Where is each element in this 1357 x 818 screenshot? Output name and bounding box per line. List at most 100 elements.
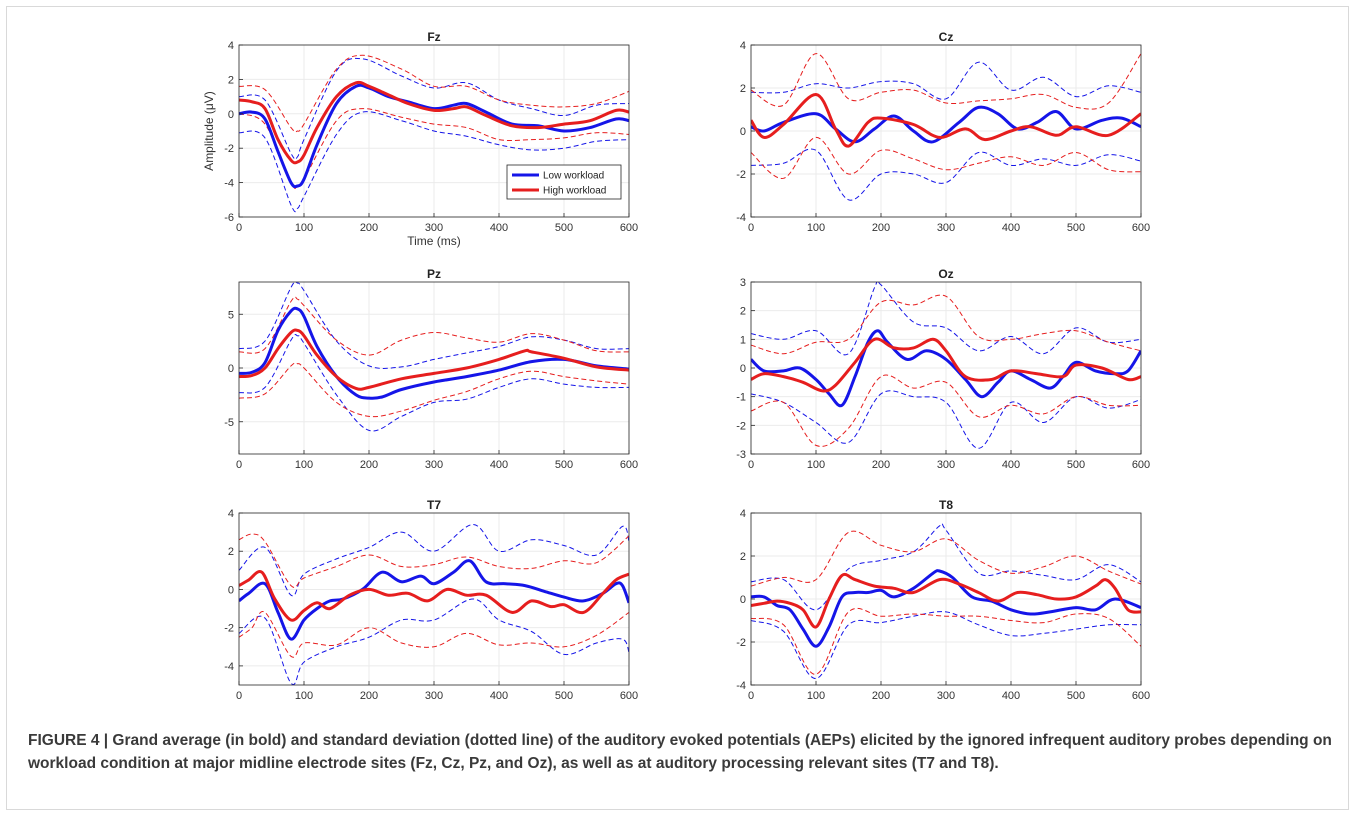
y-tick-label: -4 bbox=[736, 680, 746, 692]
y-tick-label: -1 bbox=[736, 392, 746, 404]
panel-title: Fz bbox=[427, 30, 440, 44]
high-workload-sd-line bbox=[239, 296, 629, 356]
high-workload-mean-line bbox=[239, 328, 629, 391]
y-tick-label: -5 bbox=[224, 417, 234, 429]
panel-title: Cz bbox=[939, 30, 954, 44]
y-tick-label: -4 bbox=[224, 661, 234, 673]
y-tick-label: 4 bbox=[228, 40, 234, 52]
x-tick-label: 0 bbox=[748, 459, 754, 471]
y-tick-label: 2 bbox=[228, 546, 234, 558]
low-workload-sd-line bbox=[751, 61, 1141, 100]
y-tick-label: -2 bbox=[736, 637, 746, 649]
x-axis-label: Time (ms) bbox=[407, 234, 461, 248]
legend-box bbox=[506, 164, 622, 200]
x-tick-label: 300 bbox=[425, 222, 443, 234]
x-tick-label: 500 bbox=[1067, 222, 1085, 234]
panel-title: T7 bbox=[427, 498, 441, 512]
y-tick-label: -3 bbox=[736, 449, 746, 461]
high-workload-sd-line bbox=[239, 54, 629, 133]
x-tick-label: 600 bbox=[620, 222, 638, 234]
y-tick-label: 2 bbox=[740, 306, 746, 318]
y-tick-label: 1 bbox=[740, 334, 746, 346]
x-tick-label: 0 bbox=[748, 222, 754, 234]
low-workload-mean-line bbox=[751, 569, 1141, 648]
panel-pz: 0 100 200 300 400 500 600 -5 0 5 Pz bbox=[224, 267, 638, 471]
high-workload-mean-line bbox=[239, 80, 629, 165]
x-tick-label: 400 bbox=[490, 222, 508, 234]
x-tick-label: 300 bbox=[937, 222, 955, 234]
low-workload-mean-line bbox=[239, 306, 629, 400]
y-tick-label: -4 bbox=[736, 212, 746, 224]
x-tick-label: 300 bbox=[425, 459, 443, 471]
panel-fz: 0 100 200 300 400 500 600 -6 -4 -2 0 2 4 Fz Time (ms) A… bbox=[202, 30, 638, 248]
x-tick-label: 100 bbox=[807, 222, 825, 234]
legend-label-high: High workload bbox=[543, 186, 606, 197]
low-workload-sd-line bbox=[239, 598, 629, 685]
x-tick-label: 200 bbox=[872, 222, 890, 234]
legend-label-low: Low workload bbox=[543, 171, 604, 182]
low-workload-sd-line bbox=[239, 524, 629, 597]
x-tick-label: 100 bbox=[295, 222, 313, 234]
y-tick-label: 0 bbox=[740, 363, 746, 375]
x-tick-label: 500 bbox=[1067, 459, 1085, 471]
x-tick-label: 400 bbox=[490, 459, 508, 471]
x-tick-label: 200 bbox=[872, 690, 890, 702]
y-tick-label: -4 bbox=[224, 178, 234, 190]
high-workload-mean-line bbox=[239, 570, 629, 622]
low-workload-sd-line bbox=[751, 611, 1141, 680]
y-tick-label: 0 bbox=[740, 594, 746, 606]
high-workload-sd-line bbox=[751, 374, 1141, 447]
low-workload-sd-line bbox=[239, 282, 629, 369]
y-tick-label: -2 bbox=[224, 143, 234, 155]
x-tick-label: 500 bbox=[555, 690, 573, 702]
low-workload-sd-line bbox=[751, 148, 1141, 201]
y-tick-label: 0 bbox=[228, 363, 234, 375]
high-workload-sd-line bbox=[239, 611, 629, 658]
high-workload-mean-line bbox=[751, 93, 1141, 148]
y-tick-label: 4 bbox=[228, 508, 234, 520]
panel-title: Pz bbox=[427, 267, 441, 281]
low-workload-sd-line bbox=[239, 111, 629, 213]
y-tick-label: 0 bbox=[740, 126, 746, 138]
y-tick-label: 0 bbox=[228, 109, 234, 121]
panel-t8: 0 100 200 300 400 500 600 -4 -2 0 2 4 T8 bbox=[736, 498, 1150, 702]
high-workload-sd-line bbox=[751, 530, 1141, 587]
x-tick-label: 500 bbox=[1067, 690, 1085, 702]
y-axis-label: Amplitude (μV) bbox=[202, 91, 216, 171]
x-tick-label: 200 bbox=[360, 690, 378, 702]
high-workload-sd-line bbox=[751, 294, 1141, 355]
x-tick-label: 0 bbox=[236, 222, 242, 234]
x-tick-label: 500 bbox=[555, 222, 573, 234]
x-tick-label: 600 bbox=[1132, 222, 1150, 234]
panel-title: T8 bbox=[939, 498, 953, 512]
panel-cz: 0 100 200 300 400 500 600 -4 -2 0 2 4 Cz bbox=[736, 30, 1150, 234]
figure-caption: FIGURE 4 | Grand average (in bold) and s… bbox=[28, 732, 1332, 772]
x-tick-label: 400 bbox=[490, 690, 508, 702]
y-tick-label: 2 bbox=[740, 83, 746, 95]
x-tick-label: 200 bbox=[872, 459, 890, 471]
y-tick-label: 5 bbox=[228, 309, 234, 321]
x-tick-label: 400 bbox=[1002, 459, 1020, 471]
x-tick-label: 200 bbox=[360, 459, 378, 471]
y-tick-label: 4 bbox=[740, 508, 746, 520]
x-tick-label: 400 bbox=[1002, 690, 1020, 702]
high-workload-mean-line bbox=[751, 572, 1141, 629]
y-tick-label: -2 bbox=[736, 169, 746, 181]
y-tick-label: 2 bbox=[740, 551, 746, 563]
x-tick-label: 600 bbox=[1132, 459, 1150, 471]
y-tick-label: 4 bbox=[740, 40, 746, 52]
panel-oz: 0 100 200 300 400 500 600 -3 -2 -1 0 1 2 3 Oz bbox=[736, 267, 1150, 471]
x-tick-label: 100 bbox=[295, 459, 313, 471]
x-tick-label: 300 bbox=[425, 690, 443, 702]
x-tick-label: 600 bbox=[620, 690, 638, 702]
x-tick-label: 400 bbox=[1002, 222, 1020, 234]
x-tick-label: 0 bbox=[236, 690, 242, 702]
high-workload-mean-line bbox=[751, 337, 1141, 393]
x-tick-label: 100 bbox=[807, 690, 825, 702]
x-tick-label: 600 bbox=[1132, 690, 1150, 702]
figure-frame: 0 100 200 300 400 500 600 -6 -4 -2 0 2 4 Fz Time (ms) A… bbox=[6, 6, 1349, 810]
x-tick-label: 100 bbox=[807, 459, 825, 471]
y-tick-label: -6 bbox=[224, 212, 234, 224]
high-workload-sd-line bbox=[751, 53, 1141, 110]
